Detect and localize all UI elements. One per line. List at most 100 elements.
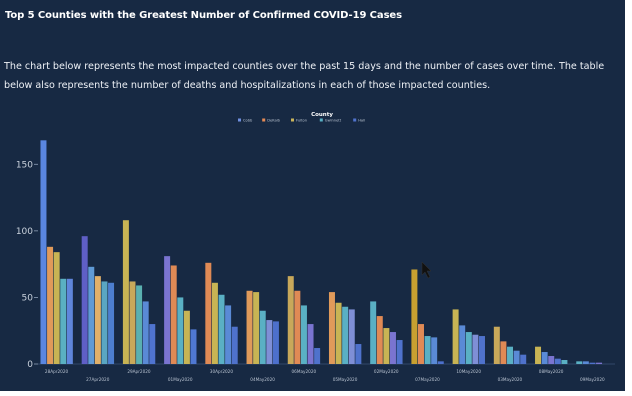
bar-hall-02May2020 — [396, 340, 403, 364]
bar-gwinnett-27Apr2020 — [101, 281, 108, 364]
bar-hall-03May2020 — [520, 354, 527, 364]
bar-fulton-10May2020 — [465, 332, 472, 364]
bar-fulton-28Apr2020 — [53, 252, 60, 364]
bar-fulton-09May2020 — [589, 362, 596, 364]
bar-fulton-02May2020 — [383, 328, 390, 364]
x-tick-label-04May2020: 04May2020 — [250, 377, 275, 382]
bar-gwinnett-02May2020 — [389, 332, 396, 364]
bar-fulton-07May2020 — [424, 336, 431, 364]
bar-gwinnett-01May2020 — [183, 310, 190, 364]
bar-dekalb-04May2020 — [253, 292, 260, 364]
bar-cobb-27Apr2020 — [81, 236, 88, 364]
x-tick-label-30Apr2020: 30Apr2020 — [210, 369, 234, 374]
bar-dekalb-03May2020 — [500, 341, 507, 364]
bar-hall-30Apr2020 — [231, 326, 238, 364]
bar-dekalb-27Apr2020 — [88, 266, 95, 364]
y-tick-label-100: 100 — [16, 227, 33, 237]
bar-dekalb-02May2020 — [376, 316, 383, 364]
bar-dekalb-01May2020 — [170, 265, 177, 364]
bar-hall-06May2020 — [314, 348, 321, 364]
bar-cobb-05May2020 — [328, 292, 335, 364]
x-tick-label-05May2020: 05May2020 — [333, 377, 358, 382]
x-tick-label-06May2020: 06May2020 — [292, 369, 317, 374]
bar-dekalb-28Apr2020 — [47, 246, 54, 364]
bar-dekalb-09May2020 — [582, 361, 589, 364]
bar-fulton-27Apr2020 — [94, 276, 101, 364]
bar-gwinnett-30Apr2020 — [225, 305, 232, 364]
legend-swatch-hall — [353, 118, 357, 122]
legend-swatch-fulton — [291, 118, 294, 122]
bar-gwinnett-28Apr2020 — [60, 278, 67, 364]
legend-title: County — [311, 112, 333, 118]
bar-fulton-30Apr2020 — [218, 294, 225, 364]
x-tick-label-09May2020: 09May2020 — [580, 377, 605, 382]
bar-fulton-06May2020 — [300, 305, 307, 364]
mouse-cursor-icon — [421, 261, 432, 279]
y-tick-label-0: 0 — [27, 360, 33, 370]
bar-gwinnett-03May2020 — [513, 350, 520, 364]
bar-hall-08May2020 — [561, 360, 568, 364]
bar-hall-04May2020 — [272, 321, 279, 364]
bar-dekalb-06May2020 — [294, 290, 301, 364]
bar-cobb-02May2020 — [370, 301, 377, 364]
bar-dekalb-07May2020 — [418, 324, 424, 364]
bar-dekalb-10May2020 — [459, 325, 466, 364]
bar-dekalb-30Apr2020 — [211, 282, 218, 364]
bar-dekalb-08May2020 — [541, 352, 548, 364]
bar-dekalb-05May2020 — [335, 302, 342, 364]
bar-gwinnett-10May2020 — [472, 334, 479, 364]
bar-gwinnett-29Apr2020 — [142, 301, 149, 364]
bar-cobb-06May2020 — [287, 276, 294, 364]
bar-hall-27Apr2020 — [108, 282, 115, 364]
bar-cobb-28Apr2020 — [40, 140, 47, 364]
legend-label-cobb: Cobb — [243, 119, 253, 123]
bar-fulton-04May2020 — [259, 310, 266, 364]
legend-label-fulton: Fulton — [296, 119, 307, 123]
bar-chart: County Cobb DeKalb Fulton Gwinnett Hall 0 50 100… — [16, 112, 615, 382]
x-tick-label-07May2020: 07May2020 — [415, 377, 440, 382]
bar-fulton-08May2020 — [548, 356, 555, 364]
bar-cobb-30Apr2020 — [205, 262, 212, 364]
bar-hall-29Apr2020 — [149, 324, 156, 364]
bar-cobb-29Apr2020 — [122, 220, 129, 364]
bar-gwinnett-05May2020 — [348, 309, 355, 364]
bar-gwinnett-08May2020 — [554, 358, 561, 364]
bar-gwinnett-04May2020 — [266, 320, 273, 364]
dashboard-panel: Top 5 Counties with the Greatest Number … — [0, 0, 625, 391]
bar-fulton-29Apr2020 — [136, 285, 143, 364]
bar-cobb-10May2020 — [452, 309, 459, 364]
legend-swatch-cobb — [238, 118, 241, 122]
bar-gwinnett-06May2020 — [307, 324, 314, 364]
chart-description: The chart below represents the most impa… — [4, 61, 605, 91]
x-tick-label-29Apr2020: 29Apr2020 — [127, 369, 151, 374]
x-tick-label-27Apr2020: 27Apr2020 — [86, 377, 110, 382]
bar-cobb-01May2020 — [164, 256, 171, 364]
legend-swatch-dekalb — [262, 118, 266, 122]
bar-cobb-03May2020 — [493, 326, 500, 364]
bar-gwinnett-09May2020 — [596, 362, 603, 364]
y-tick-label-50: 50 — [22, 293, 34, 303]
bar-cobb-04May2020 — [246, 290, 253, 364]
bar-fulton-01May2020 — [177, 297, 184, 364]
x-tick-label-01May2020: 01May2020 — [168, 377, 193, 382]
x-tick-label-03May2020: 03May2020 — [498, 377, 523, 382]
x-tick-label-10May2020: 10May2020 — [456, 369, 481, 374]
bar-hall-07May2020 — [437, 361, 444, 364]
bar-fulton-03May2020 — [507, 346, 514, 364]
bar-dekalb-29Apr2020 — [129, 281, 136, 364]
page-title: Top 5 Counties with the Greatest Number … — [5, 10, 402, 21]
legend-label-gwinnett: Gwinnett — [325, 119, 342, 123]
bar-hall-28Apr2020 — [66, 278, 73, 364]
bar-cobb-07May2020 — [411, 269, 418, 364]
legend-swatch-gwinnett — [319, 118, 323, 122]
bar-fulton-05May2020 — [342, 306, 349, 364]
bar-cobb-08May2020 — [535, 346, 542, 364]
x-tick-label-28Apr2020: 28Apr2020 — [45, 369, 69, 374]
legend-label-dekalb: DeKalb — [267, 119, 280, 123]
bar-hall-10May2020 — [478, 336, 485, 364]
x-tick-label-08May2020: 08May2020 — [539, 369, 564, 374]
x-tick-label-02May2020: 02May2020 — [374, 369, 399, 374]
legend-label-hall: Hall — [358, 119, 365, 123]
bar-cobb-09May2020 — [576, 361, 583, 364]
bar-hall-05May2020 — [355, 344, 362, 364]
